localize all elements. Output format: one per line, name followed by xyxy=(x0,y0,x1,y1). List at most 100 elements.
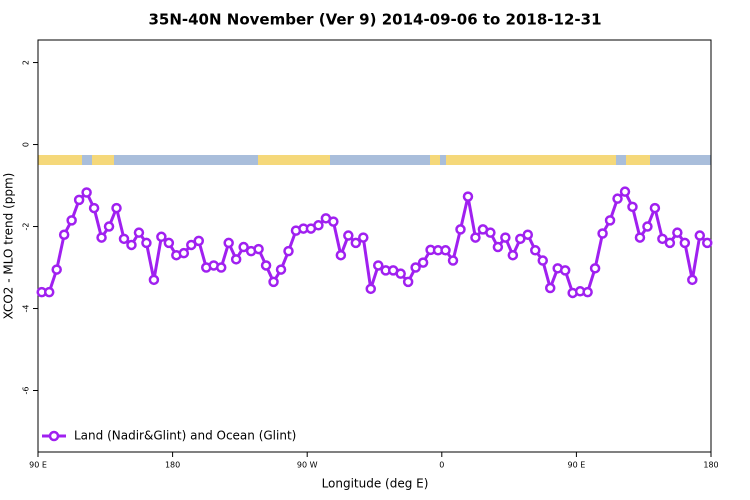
data-point xyxy=(253,243,264,255)
data-point xyxy=(268,276,279,288)
data-point xyxy=(350,237,362,249)
data-point xyxy=(530,245,541,256)
data-point xyxy=(634,232,646,243)
land-segment xyxy=(38,155,82,165)
x-tick-label: 90 E xyxy=(29,461,47,470)
data-point xyxy=(627,201,638,213)
x-tick-label: 180 xyxy=(703,461,718,470)
data-point xyxy=(313,220,324,231)
data-point xyxy=(43,286,55,298)
data-point xyxy=(657,233,668,245)
data-point xyxy=(597,228,608,239)
y-tick-label: 2 xyxy=(22,60,31,65)
y-tick-label: 0 xyxy=(22,142,31,147)
data-point xyxy=(507,249,519,261)
data-point xyxy=(702,237,713,249)
data-point xyxy=(522,229,534,240)
data-point xyxy=(612,193,623,204)
map-strip xyxy=(38,155,711,165)
chart-title: 35N-40N November (Ver 9) 2014-09-06 to 2… xyxy=(148,11,601,29)
data-point xyxy=(365,283,377,295)
data-point xyxy=(81,187,92,198)
y-tick-label: -4 xyxy=(22,305,31,313)
data-point xyxy=(238,241,249,253)
data-point xyxy=(260,260,272,271)
data-point xyxy=(148,274,160,286)
data-point xyxy=(410,262,421,273)
data-point xyxy=(186,239,197,251)
data-point xyxy=(51,264,62,275)
data-point xyxy=(649,202,661,214)
series-line xyxy=(41,189,709,295)
legend-marker xyxy=(48,430,60,442)
data-point xyxy=(111,202,122,214)
data-point xyxy=(582,286,593,298)
land-segment xyxy=(430,155,440,165)
data-point xyxy=(485,227,496,238)
data-point xyxy=(133,227,145,238)
data-point xyxy=(687,274,698,286)
data-point xyxy=(679,237,691,249)
y-tick-label: -6 xyxy=(22,387,31,395)
data-point xyxy=(642,221,653,232)
data-point xyxy=(447,255,459,266)
data-point xyxy=(672,227,683,238)
land-segment xyxy=(626,155,650,165)
x-tick-label: 180 xyxy=(165,461,180,470)
land-segment xyxy=(258,155,330,165)
data-point xyxy=(402,276,414,288)
data-point xyxy=(156,231,167,243)
ocean-strip xyxy=(38,155,711,165)
data-point xyxy=(515,233,526,245)
y-axis-label: XCO2 - MLO trend (ppm) xyxy=(2,173,16,320)
data-point xyxy=(417,257,429,268)
x-tick-label: 90 E xyxy=(568,461,586,470)
data-point xyxy=(88,202,100,214)
x-tick-label: 0 xyxy=(439,461,444,470)
data-point xyxy=(544,282,556,294)
x-tick-label: 90 W xyxy=(297,461,318,470)
data-point xyxy=(559,265,571,276)
data-point xyxy=(589,263,601,274)
data-point xyxy=(619,186,631,197)
data-point xyxy=(96,232,107,243)
data-point xyxy=(537,255,548,266)
data-point xyxy=(500,232,511,243)
data-point xyxy=(215,262,227,273)
data-point xyxy=(163,237,175,249)
data-point xyxy=(372,260,384,271)
data-point xyxy=(141,237,152,249)
land-segment xyxy=(446,155,616,165)
data-point xyxy=(604,215,616,226)
data-point xyxy=(664,237,676,249)
data-point xyxy=(335,249,347,261)
data-point xyxy=(328,216,339,227)
data-point xyxy=(358,232,369,243)
data-point xyxy=(470,232,481,243)
data-point xyxy=(275,264,287,275)
data-point xyxy=(223,237,234,249)
data-point xyxy=(66,215,77,226)
data-point xyxy=(58,229,70,240)
data-point xyxy=(694,230,706,241)
data-point xyxy=(103,221,115,232)
data-point xyxy=(126,239,137,251)
data-point xyxy=(73,194,85,206)
data-point xyxy=(283,245,294,257)
data-point xyxy=(492,241,504,253)
legend-label: Land (Nadir&Glint) and Ocean (Glint) xyxy=(74,429,296,443)
data-point xyxy=(455,224,466,235)
data-point xyxy=(440,245,451,256)
data-point xyxy=(395,268,406,279)
y-tick-label: -2 xyxy=(22,223,31,231)
data-point xyxy=(178,247,190,259)
data-point xyxy=(118,233,130,245)
data-point xyxy=(230,254,242,265)
data-point xyxy=(193,235,205,247)
land-segment xyxy=(92,155,114,165)
data-point xyxy=(343,230,354,241)
data-point xyxy=(462,191,474,202)
x-axis-label: Longitude (deg E) xyxy=(322,477,429,491)
